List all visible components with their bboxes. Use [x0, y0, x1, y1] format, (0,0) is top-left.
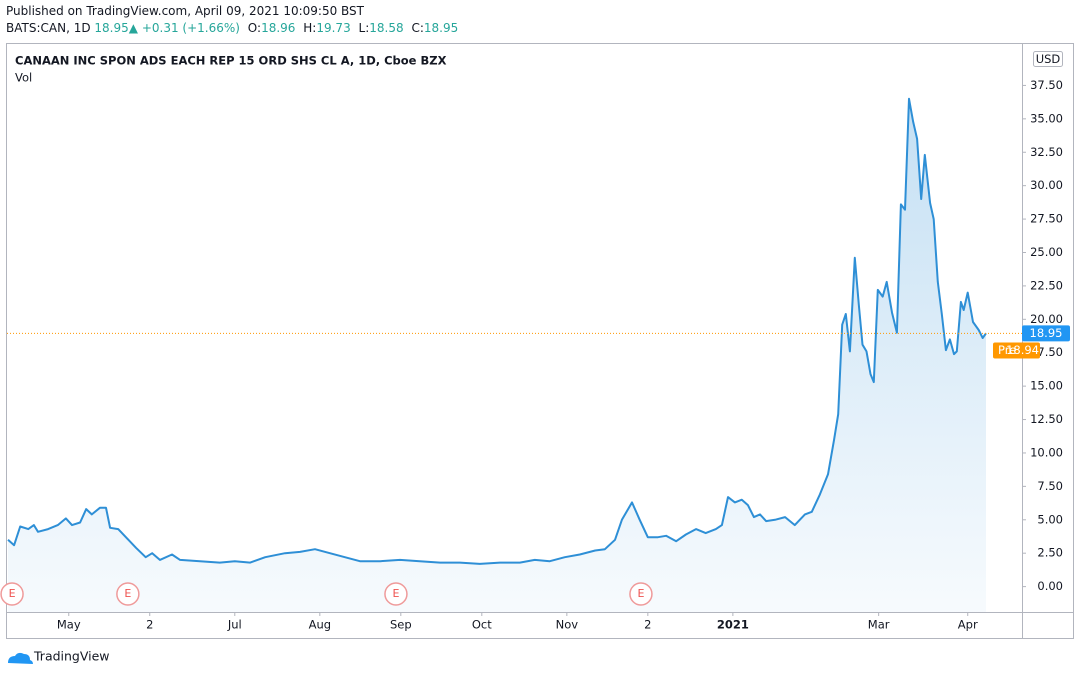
close-label: C: — [411, 21, 424, 35]
earnings-marker — [116, 582, 140, 606]
x-tick-label: Jul — [227, 618, 242, 632]
earnings-marker — [0, 582, 24, 606]
y-tick-label: 12.50 — [1030, 412, 1063, 426]
premarket-value: 18.94 — [1006, 343, 1039, 357]
y-tick-label: 37.50 — [1030, 78, 1063, 92]
published-note: Published on TradingView.com, April 09, … — [6, 4, 364, 18]
y-tick-label: 35.00 — [1030, 111, 1063, 125]
chart-frame — [6, 43, 1074, 639]
high: 19.73 — [316, 21, 351, 35]
y-tick-label: 22.50 — [1030, 278, 1063, 292]
earnings-marker — [384, 582, 408, 606]
change: +0.31 (+1.66%) — [141, 21, 240, 35]
x-tick-label: Mar — [868, 618, 890, 632]
x-tick-label: 2 — [146, 618, 153, 632]
earnings-label: E — [637, 587, 644, 600]
earnings-label: E — [9, 587, 16, 600]
arrow: ▲ — [128, 21, 138, 35]
close: 18.95 — [423, 21, 459, 35]
y-tick-label: 32.50 — [1030, 145, 1063, 159]
volume-label: Vol — [15, 71, 32, 85]
brand: TradingView — [33, 649, 110, 664]
currency: USD — [1036, 52, 1061, 66]
earnings-marker — [629, 582, 653, 606]
currency-box — [1033, 51, 1063, 67]
y-tick-label: 25.00 — [1030, 245, 1063, 259]
high-label: H: — [303, 21, 317, 35]
y-tick-label: 20.00 — [1030, 312, 1063, 326]
last-price-box — [1022, 325, 1070, 342]
x-tick-label: Sep — [390, 618, 412, 632]
logo — [8, 652, 33, 664]
y-tick-label: 0.00 — [1037, 579, 1063, 593]
y-tick-label: 7.50 — [1037, 479, 1063, 493]
y-tick-label: 2.50 — [1037, 546, 1063, 560]
x-tick-label: Aug — [309, 618, 331, 632]
earnings-label: E — [392, 587, 399, 600]
symbol: BATS:CAN, 1D — [6, 21, 91, 35]
price-area — [8, 98, 986, 613]
last: 18.95 — [94, 21, 129, 35]
y-tick-label: 10.00 — [1030, 445, 1063, 459]
y-tick-label: 5.00 — [1037, 512, 1063, 526]
chart-title: CANAAN INC SPON ADS EACH REP 15 ORD SHS … — [15, 54, 447, 68]
quote-line: BATS:CAN, 1D 18.95▲ +0.31 (+1.66%) O:18.… — [6, 21, 458, 35]
open-label: O: — [247, 21, 262, 35]
last-price-label: 18.95 — [1030, 326, 1063, 340]
low: 18.58 — [369, 21, 404, 35]
open: 18.96 — [261, 21, 296, 35]
x-tick-label: 2 — [644, 618, 651, 632]
x-tick-label: 2021 — [717, 618, 749, 632]
price-line — [7, 97, 987, 565]
x-tick-label: Apr — [958, 618, 978, 632]
premarket-box — [993, 342, 1040, 359]
x-tick-label: Oct — [472, 618, 492, 632]
low-label: L: — [358, 21, 370, 35]
y-tick-label: 30.00 — [1030, 178, 1063, 192]
premarket-tag: Pre — [998, 343, 1016, 357]
x-tick-label: Nov — [556, 618, 579, 632]
logo-icon — [8, 652, 33, 664]
earnings-label: E — [124, 587, 131, 600]
y-tick-label: 27.50 — [1030, 212, 1063, 226]
x-tick-label: May — [57, 618, 81, 632]
y-tick-label: 15.00 — [1030, 379, 1063, 393]
